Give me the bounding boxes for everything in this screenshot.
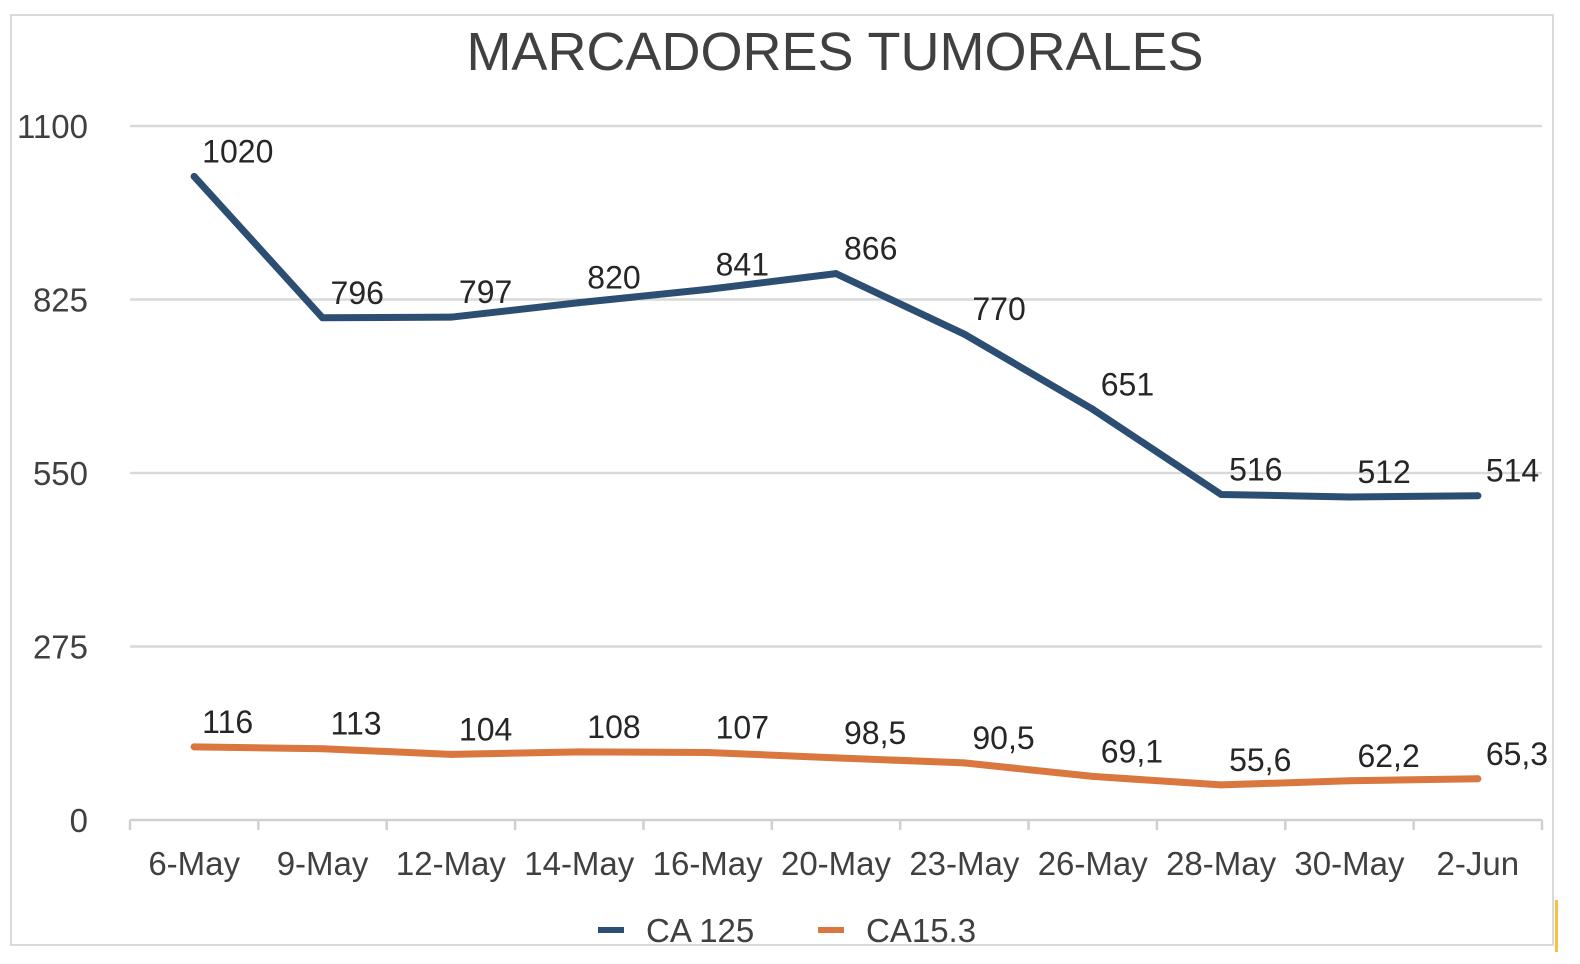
x-tick-label: 6-May <box>148 845 240 882</box>
legend: CA 125 CA15.3 <box>598 912 976 949</box>
x-axis <box>128 818 1544 830</box>
data-point <box>832 754 840 762</box>
data-label: 113 <box>331 706 382 742</box>
data-label: 512 <box>1357 454 1410 490</box>
data-point <box>704 748 712 756</box>
data-label: 796 <box>331 275 384 311</box>
data-point <box>1474 775 1482 783</box>
y-tick-label: 1100 <box>17 108 88 145</box>
data-point <box>447 313 455 321</box>
legend-label: CA 125 <box>646 912 754 949</box>
x-tick-label: 20-May <box>781 845 892 882</box>
data-point <box>319 314 327 322</box>
data-label: 770 <box>972 291 1025 327</box>
data-point <box>1474 492 1482 500</box>
data-point <box>575 748 583 756</box>
data-point <box>1217 490 1225 498</box>
y-tick-label: 825 <box>33 282 88 319</box>
data-point <box>960 759 968 767</box>
y-tick-label: 0 <box>70 802 88 839</box>
data-label: 841 <box>716 246 769 282</box>
data-point <box>447 750 455 758</box>
x-tick-label: 14-May <box>524 845 635 882</box>
y-tick-label: 550 <box>33 455 88 492</box>
data-label: 116 <box>202 704 253 740</box>
data-point <box>1089 772 1097 780</box>
chart-title: MARCADORES TUMORALES <box>466 22 1203 82</box>
y-axis-tick-labels: 0 275 550 825 1100 <box>17 108 88 839</box>
data-point <box>190 743 198 751</box>
edge-marker <box>1555 900 1558 952</box>
data-point <box>319 745 327 753</box>
x-tick-label: 23-May <box>909 845 1020 882</box>
data-point <box>1345 493 1353 501</box>
chart-frame <box>10 14 1554 946</box>
x-tick-label: 16-May <box>653 845 764 882</box>
x-tick-label: 12-May <box>396 845 507 882</box>
data-label: 55,6 <box>1229 742 1291 778</box>
data-label: 1020 <box>202 133 273 169</box>
data-point <box>1217 781 1225 789</box>
x-tick-label: 2-Jun <box>1437 845 1520 882</box>
data-label: 108 <box>587 709 640 745</box>
y-tick-label: 275 <box>33 629 88 666</box>
data-point <box>832 270 840 278</box>
data-label: 107 <box>716 709 769 745</box>
data-point <box>1089 405 1097 413</box>
data-label: 90,5 <box>972 720 1034 756</box>
data-point <box>704 285 712 293</box>
data-label: 866 <box>844 231 897 267</box>
data-label: 98,5 <box>844 715 906 751</box>
data-point <box>960 330 968 338</box>
x-tick-label: 26-May <box>1038 845 1149 882</box>
series-line-1 <box>190 172 1482 501</box>
data-label: 69,1 <box>1101 733 1163 769</box>
data-label: 65,3 <box>1486 736 1548 772</box>
data-label: 514 <box>1486 453 1539 489</box>
data-label: 104 <box>459 711 512 747</box>
x-tick-label: 9-May <box>277 845 369 882</box>
x-axis-tick-labels: 6-May 9-May 12-May 14-May 16-May 20-May 23-May… <box>148 845 1519 882</box>
data-label: 820 <box>587 260 640 296</box>
data-point <box>575 299 583 307</box>
legend-label: CA15.3 <box>866 912 976 949</box>
x-tick-label: 28-May <box>1166 845 1277 882</box>
data-point <box>1345 777 1353 785</box>
data-label: 651 <box>1101 366 1154 402</box>
data-label: 797 <box>459 274 512 310</box>
data-label: 62,2 <box>1357 738 1419 774</box>
data-point <box>190 172 198 180</box>
gridlines <box>130 124 1542 648</box>
x-tick-label: 30-May <box>1294 845 1405 882</box>
data-labels: 1020 796 797 820 841 866 770 651 516 512 514 116 113… <box>202 133 1548 777</box>
series-lines <box>190 172 1482 789</box>
data-label: 516 <box>1229 451 1282 487</box>
